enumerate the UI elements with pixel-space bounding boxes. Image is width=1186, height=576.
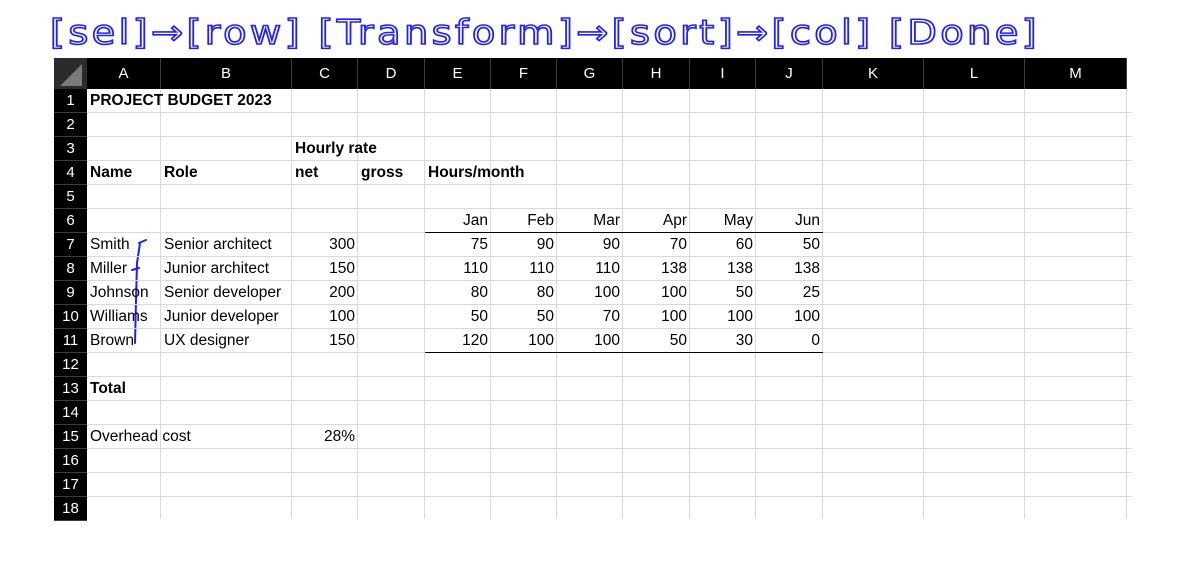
cell-grid[interactable]: PROJECT BUDGET 2023 Hourly rate Name Role ne…	[87, 89, 1132, 519]
hours-value[interactable]: 90	[536, 236, 554, 253]
gridlines	[87, 89, 1132, 519]
person-name[interactable]: Smith	[90, 236, 130, 253]
hours-value[interactable]: 50	[802, 236, 820, 253]
month-header[interactable]: Jan	[463, 212, 488, 229]
hourly-rate-net[interactable]: 150	[329, 260, 355, 277]
hours-value[interactable]: 110	[463, 260, 488, 277]
month-header[interactable]: Feb	[527, 212, 554, 229]
row-header-7[interactable]: 7	[54, 233, 87, 257]
person-name[interactable]: Johnson	[90, 284, 149, 301]
hourly-rate-net[interactable]: 100	[329, 308, 355, 325]
table-bottom-border	[425, 352, 823, 353]
hours-value[interactable]: 30	[735, 332, 753, 349]
person-role[interactable]: Senior architect	[164, 236, 272, 253]
total-label[interactable]: Total	[90, 380, 126, 397]
person-name[interactable]: Brown	[90, 332, 134, 349]
name-header[interactable]: Name	[90, 164, 133, 181]
hours-value[interactable]: 70	[602, 308, 620, 325]
hours-value[interactable]: 60	[735, 236, 753, 253]
hours-value[interactable]: 80	[470, 284, 488, 301]
column-header-k[interactable]: K	[823, 58, 924, 89]
row-header-12[interactable]: 12	[54, 353, 87, 377]
hours-value[interactable]: 80	[536, 284, 554, 301]
hours-value[interactable]: 100	[594, 284, 620, 301]
hours-value[interactable]: 90	[602, 236, 620, 253]
hours-value[interactable]: 75	[470, 236, 488, 253]
row-header-17[interactable]: 17	[54, 473, 87, 497]
hours-value[interactable]: 100	[528, 332, 554, 349]
row-header-3[interactable]: 3	[54, 137, 87, 161]
row-header-6[interactable]: 6	[54, 209, 87, 233]
hours-value[interactable]: 70	[669, 236, 687, 253]
row-header-8[interactable]: 8	[54, 257, 87, 281]
row-header-11[interactable]: 11	[54, 329, 87, 353]
row-header-16[interactable]: 16	[54, 449, 87, 473]
column-header-a[interactable]: A	[87, 58, 161, 89]
column-header-l[interactable]: L	[924, 58, 1025, 89]
column-header-g[interactable]: G	[557, 58, 623, 89]
annotation-text: [sel]→[row] [Transform]→[sort]→[col] [Do…	[50, 13, 1040, 53]
hours-value[interactable]: 110	[595, 260, 620, 277]
month-header-border	[425, 232, 823, 233]
column-header-c[interactable]: C	[292, 58, 358, 89]
person-role[interactable]: Junior architect	[164, 260, 270, 277]
hourly-rate-net[interactable]: 300	[329, 236, 355, 253]
person-role[interactable]: Senior developer	[164, 284, 282, 301]
month-header[interactable]: Mar	[593, 212, 620, 229]
row-header-2[interactable]: 2	[54, 113, 87, 137]
overhead-value[interactable]: 28%	[323, 428, 355, 445]
person-role[interactable]: Junior developer	[164, 308, 279, 325]
hours-value[interactable]: 50	[669, 332, 687, 349]
hourly-rate-net[interactable]: 150	[329, 332, 355, 349]
hours-value[interactable]: 100	[794, 308, 820, 325]
row-header-14[interactable]: 14	[54, 401, 87, 425]
column-header-b[interactable]: B	[161, 58, 292, 89]
sheet-title[interactable]: PROJECT BUDGET 2023	[90, 92, 272, 109]
row-header-15[interactable]: 15	[54, 425, 87, 449]
row-header-9[interactable]: 9	[54, 281, 87, 305]
row-header-1[interactable]: 1	[54, 89, 87, 113]
column-header-m[interactable]: M	[1025, 58, 1127, 89]
hours-value[interactable]: 100	[661, 284, 687, 301]
month-header[interactable]: Jun	[795, 212, 820, 229]
row-header-4[interactable]: 4	[54, 161, 87, 185]
hours-value[interactable]: 100	[594, 332, 620, 349]
hours-value[interactable]: 100	[661, 308, 687, 325]
person-role[interactable]: UX designer	[164, 332, 250, 349]
hours-value[interactable]: 50	[536, 308, 554, 325]
column-header-e[interactable]: E	[425, 58, 491, 89]
hours-value[interactable]: 138	[794, 260, 820, 277]
month-header[interactable]: Apr	[662, 212, 687, 229]
column-header-d[interactable]: D	[358, 58, 425, 89]
hours-value[interactable]: 110	[529, 260, 554, 277]
hours-value[interactable]: 138	[661, 260, 687, 277]
person-name[interactable]: Miller	[90, 260, 128, 277]
hours-value[interactable]: 50	[735, 284, 753, 301]
column-header-f[interactable]: F	[491, 58, 557, 89]
hours-header[interactable]: Hours/month	[428, 164, 525, 181]
month-header[interactable]: May	[723, 212, 753, 229]
hours-value[interactable]: 0	[811, 332, 820, 349]
hours-value[interactable]: 50	[470, 308, 488, 325]
overhead-label[interactable]: Overhead cost	[90, 428, 191, 445]
column-header-i[interactable]: I	[690, 58, 756, 89]
row-header-10[interactable]: 10	[54, 305, 87, 329]
person-name[interactable]: Williams	[90, 308, 148, 325]
hours-value[interactable]: 120	[462, 332, 488, 349]
hours-value[interactable]: 100	[727, 308, 753, 325]
hourly-rate-header[interactable]: Hourly rate	[295, 140, 377, 157]
hours-value[interactable]: 138	[727, 260, 753, 277]
row-header-18[interactable]: 18	[54, 497, 87, 521]
hours-value[interactable]: 25	[802, 284, 820, 301]
column-header-j[interactable]: J	[756, 58, 823, 89]
row-header-5[interactable]: 5	[54, 185, 87, 209]
select-all-corner[interactable]	[54, 58, 87, 89]
column-header-h[interactable]: H	[623, 58, 690, 89]
role-header[interactable]: Role	[164, 164, 198, 181]
gross-header[interactable]: gross	[361, 164, 404, 181]
hourly-rate-net[interactable]: 200	[329, 284, 355, 301]
net-header[interactable]: net	[295, 164, 319, 181]
row-header-13[interactable]: 13	[54, 377, 87, 401]
